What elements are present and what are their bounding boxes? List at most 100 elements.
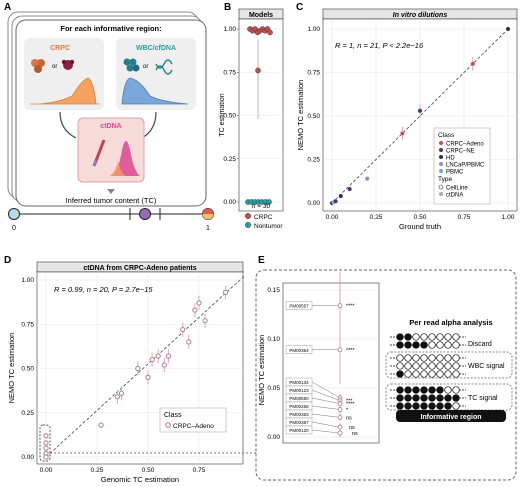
significance-label: **** — [346, 402, 355, 408]
sample-point — [337, 424, 343, 430]
cpg-site — [396, 362, 404, 370]
legend-cellline: CellLine — [446, 186, 468, 192]
x-tick-label: 1.00 — [502, 214, 515, 221]
cpg-site — [396, 333, 404, 341]
cpg-site — [452, 402, 460, 410]
panel-c-ylabel: NEMO TC estimation — [296, 80, 305, 151]
significance-label: **** — [346, 304, 355, 310]
cpg-site — [396, 386, 404, 394]
patient-point — [196, 300, 202, 306]
cpg-site — [412, 362, 420, 370]
y-tick-label: 1.00 — [223, 26, 236, 33]
cpg-site — [428, 402, 436, 410]
patient-point — [202, 318, 208, 324]
y-tick-label: 1.00 — [21, 277, 34, 284]
cpg-site — [428, 362, 436, 370]
dilution-point — [505, 26, 511, 32]
panel-d-stats: R = 0.99, n = 20, P = 2.7e−15 — [54, 285, 153, 294]
cpg-site — [412, 354, 420, 362]
cpg-site — [436, 386, 444, 394]
cpg-site — [452, 394, 460, 402]
sample-label: PM00265 — [289, 404, 309, 409]
legend-class-title: Class — [438, 132, 455, 139]
y-tick-label: 0.25 — [307, 157, 320, 164]
sample-label: PM00134 — [289, 380, 309, 385]
dna-icon — [155, 59, 173, 75]
cpg-site — [436, 402, 444, 410]
cpg-site — [444, 370, 452, 378]
x-tick-label: 0.25 — [370, 214, 383, 221]
panel-d-legend: Class CRPC–Adeno — [159, 407, 227, 433]
patient-point — [149, 357, 155, 363]
legend-lncap: LNCaP/PBMC — [446, 163, 485, 169]
crpc-point — [255, 67, 261, 74]
cpg-site — [412, 370, 420, 378]
cpg-site — [428, 333, 436, 341]
cpg-site — [436, 354, 444, 362]
y-tick-label: 0.15 — [267, 287, 280, 294]
panel-b-n: n = 30 — [252, 203, 271, 210]
y-tick-label: 1.00 — [307, 26, 320, 33]
cpg-site — [404, 386, 412, 394]
cpg-site — [404, 341, 412, 349]
sample-label: PM00363 — [289, 412, 309, 417]
cpg-site — [444, 362, 452, 370]
cpg-site — [452, 386, 460, 394]
y-tick-label: 0.50 — [307, 113, 320, 120]
tc-scale-max: 1 — [206, 225, 210, 232]
panel-e-ylabel: NEMO TC estimation — [257, 335, 266, 406]
panel-e-ticks: 0.00 0.05 0.10 0.15 — [267, 287, 280, 441]
panel-b-title: Models — [249, 12, 273, 19]
sample-label: PM00123 — [289, 388, 309, 393]
sample-label: PM00367 — [289, 420, 309, 425]
panel-label-c: C — [296, 2, 303, 13]
significance-label: **** — [346, 348, 355, 354]
cpg-site — [420, 386, 428, 394]
wbc-cells-icon — [123, 58, 140, 72]
dilution-point — [400, 131, 405, 136]
panel-label-a: A — [4, 2, 11, 13]
significance-label: ns — [349, 425, 355, 431]
inferred-tc-label: Inferred tumor content (TC) — [66, 196, 157, 205]
nontumor-point — [266, 199, 272, 205]
down-arrow-icon — [107, 189, 115, 194]
sample-connector — [311, 413, 341, 418]
panel-a-title: For each informative region: — [60, 24, 161, 33]
cpg-site — [420, 394, 428, 402]
legend-crpc-adeno: CRPC–Adeno — [446, 142, 484, 148]
panel-label-e: E — [258, 255, 265, 266]
sample-connector — [311, 405, 341, 410]
legend-type-title: Type — [438, 176, 452, 183]
cpg-site — [436, 333, 444, 341]
crpc-point — [267, 29, 273, 36]
cpg-site — [428, 370, 436, 378]
panel-d-legend-title: Class — [164, 412, 182, 419]
cpg-site — [444, 333, 452, 341]
tumor-organoid-icon — [61, 59, 75, 70]
y-tick-label: 0.50 — [223, 113, 236, 120]
cpg-site — [428, 341, 436, 349]
panel-label-d: D — [4, 255, 11, 266]
tc-zero-marker — [8, 208, 20, 220]
patient-point — [192, 307, 198, 313]
cpg-site — [452, 370, 460, 378]
dilution-point — [347, 186, 352, 192]
arrow-left — [59, 111, 77, 139]
legend-ctdna: ctDNA — [446, 193, 463, 199]
or-label-1: or — [52, 64, 57, 70]
panel-c-title: In vitro dilutions — [393, 12, 448, 19]
patient-point — [43, 440, 49, 446]
cpg-site — [420, 354, 428, 362]
significance-label: ns — [346, 415, 352, 421]
cpg-site — [452, 354, 460, 362]
cpg-site — [428, 394, 436, 402]
patient-point — [186, 339, 192, 345]
ctdna-distribution — [84, 141, 140, 176]
panel-b-legend: CRPC Nontumor — [244, 212, 283, 230]
cpg-site — [404, 402, 412, 410]
patient-point — [43, 454, 49, 460]
x-tick-label: 0.75 — [458, 214, 471, 221]
cpg-site — [404, 333, 412, 341]
legend-nontumor: Nontumor — [254, 223, 283, 230]
